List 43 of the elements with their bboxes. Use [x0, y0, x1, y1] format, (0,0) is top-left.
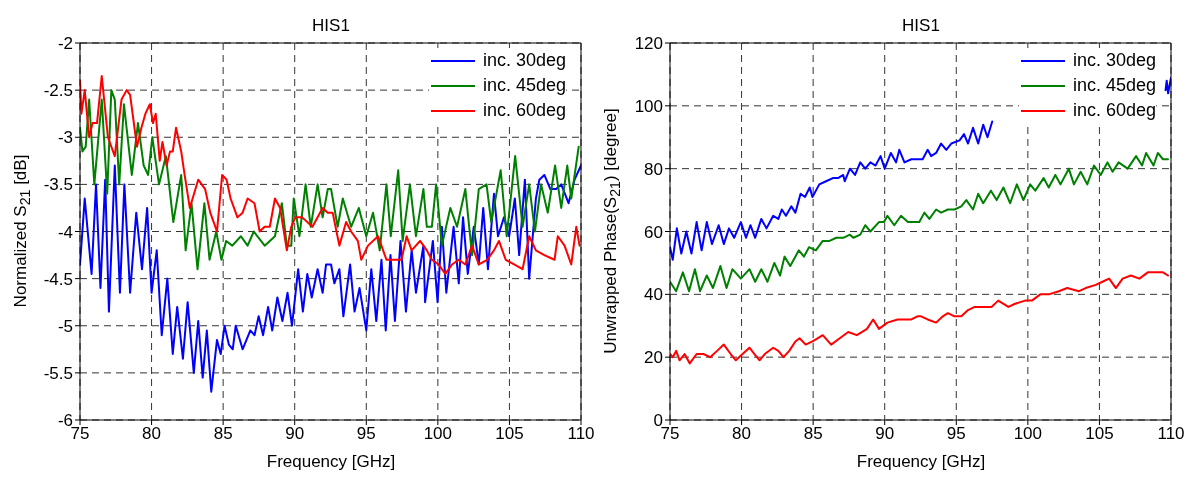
chart-title: HIS1	[311, 16, 351, 36]
x-tick-label: 110	[567, 424, 595, 444]
line-series	[80, 164, 581, 393]
y-tick-label: 40	[644, 285, 663, 305]
legend-label: inc. 45deg	[482, 74, 566, 97]
y-tick-label: 100	[634, 96, 663, 116]
x-tick-label: 85	[803, 424, 823, 444]
y-tick-label: -2	[57, 34, 73, 54]
y-tick-label: 80	[644, 159, 663, 179]
x-tick-label: 85	[213, 424, 233, 444]
line-series	[670, 271, 1169, 365]
legend-label: inc. 30deg	[1072, 49, 1156, 72]
x-tick-label: 95	[946, 424, 966, 444]
y-tick-label: 120	[634, 34, 663, 54]
y-tick-label: -5	[57, 316, 73, 336]
y-tick-label: 0	[653, 411, 663, 431]
y-tick-label: -3	[57, 128, 73, 148]
y-tick-label: -5.5	[43, 363, 73, 383]
y-tick-label: -2.5	[43, 81, 73, 101]
x-tick-label: 105	[1085, 424, 1114, 444]
legend-label: inc. 60deg	[1072, 99, 1156, 122]
legend-label: inc. 45deg	[1072, 74, 1156, 97]
legend-label: inc. 30deg	[482, 49, 566, 72]
chart-title: HIS1	[901, 16, 941, 36]
x-tick-label: 100	[423, 424, 453, 444]
x-tick-label: 80	[142, 424, 162, 444]
x-tick-label: 80	[732, 424, 752, 444]
x-tick-label: 110	[1157, 424, 1185, 444]
x-tick-label: 95	[356, 424, 376, 444]
y-tick-label: 20	[644, 348, 663, 368]
x-axis-title: Frequency [GHz]	[265, 452, 397, 472]
y-tick-label: -4.5	[43, 269, 73, 289]
y-tick-label: -6	[57, 411, 73, 431]
x-tick-label: 90	[285, 424, 305, 444]
y-tick-label: -4	[57, 222, 73, 242]
x-tick-label: 90	[875, 424, 895, 444]
y-tick-label: 60	[644, 222, 663, 242]
y-tick-label: -3.5	[43, 175, 73, 195]
line-series	[670, 151, 1169, 293]
legend-label: inc. 60deg	[482, 99, 566, 122]
x-tick-label: 100	[1013, 424, 1043, 444]
x-axis-title: Frequency [GHz]	[855, 452, 987, 472]
x-tick-label: 105	[495, 424, 524, 444]
